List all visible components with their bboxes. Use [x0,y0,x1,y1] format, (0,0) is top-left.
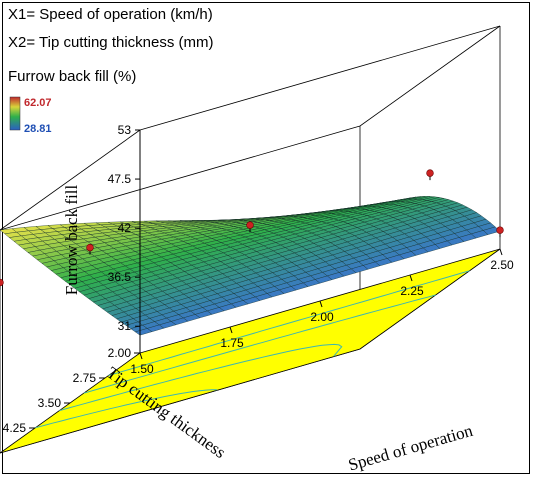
z-axis-tick-label: 36.5 [108,270,132,284]
design-point [426,169,434,177]
floor-contour-line [108,270,470,376]
floor-plane [0,248,501,454]
x-axis-tick [319,300,323,308]
z-axis-tick-label: 42 [118,221,132,235]
design-point [86,243,94,252]
x-axis-tick-label: 2.50 [490,258,514,272]
y-axis-tick-label: 2.00 [108,346,132,360]
x-axis-tick-label: 2.25 [400,284,424,298]
x-axis-tick [229,326,233,334]
x-axis-tick-label: 1.75 [220,336,244,350]
colorbar-gradient [9,96,21,131]
box-top-back-edge [0,25,501,231]
x-axis-tick-label: 1.50 [130,362,154,376]
z-axis-title: Furrow back fill [62,184,81,295]
x-axis-tick [499,248,503,256]
factor-x2-legend: X2= Tip cutting thickness (mm) [8,34,214,51]
factor-x1-legend: X1= Speed of operation (km/h) [8,6,213,23]
x-axis-tick [409,274,413,282]
design-point [0,278,4,287]
x-axis-tick [139,352,143,360]
box-top-front-edge [139,25,501,131]
colorbar-min-label: 28.81 [24,123,52,135]
z-axis-tick-label: 53 [118,123,132,137]
design-points [0,169,504,290]
y-axis-tick-label: 4.25 [3,421,27,435]
chart-border [2,2,530,474]
x-axis-title: Speed of operation [346,421,475,475]
x-axis-tick-label: 2.00 [310,310,334,324]
floor-contour-line [83,294,436,394]
colorbar-max-label: 62.07 [24,97,52,109]
surface-cell [482,226,501,235]
response-label: Furrow back fill (%) [8,68,137,85]
floor-contour-line [59,343,343,412]
design-point [496,226,504,234]
response-surface [0,196,501,336]
box-top-left-edge [0,129,141,231]
z-axis-tick-label: 47.5 [108,172,132,186]
design-point [246,221,254,229]
colorbar: 62.07 28.81 [9,96,52,135]
y-axis-tick-label: 2.75 [73,371,97,385]
y-axis-tick-label: 3.50 [38,396,62,410]
floor-contour-line [35,389,218,429]
z-axis-tick-label: 31 [118,319,132,333]
floor-contour-plane [0,248,501,454]
